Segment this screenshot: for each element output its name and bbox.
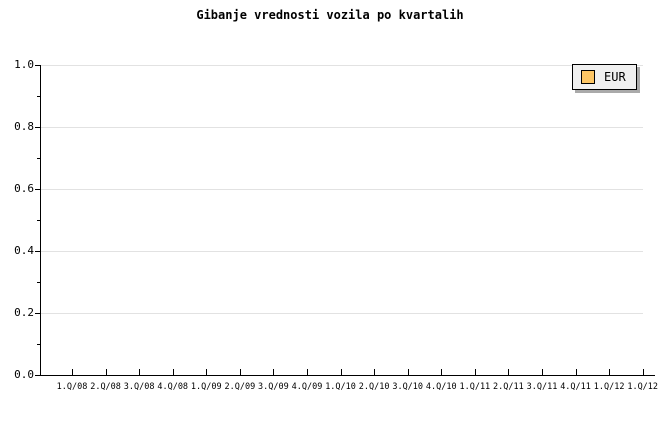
y-major-tick (35, 127, 40, 128)
x-axis-label: 1.Q/08 (56, 382, 88, 392)
y-axis-label: 0.8 (14, 120, 34, 133)
x-axis-label: 4.Q/10 (425, 382, 457, 392)
chart-title: Gibanje vrednosti vozila po kvartalih (196, 8, 464, 22)
gridline (41, 189, 643, 190)
x-axis-tick (474, 369, 476, 375)
x-axis-label: 2.Q/09 (224, 382, 256, 392)
x-axis-tick (139, 369, 141, 375)
y-axis-label: 1.0 (14, 58, 34, 71)
x-axis-tick (642, 369, 644, 375)
legend-label-eur: EUR (604, 69, 626, 84)
x-axis-label: 1.Q/12 (627, 382, 659, 392)
x-axis-label: 4.Q/08 (157, 382, 189, 392)
plot-area (35, 65, 655, 376)
y-axis-label: 0.2 (14, 306, 34, 319)
x-axis-line (40, 375, 655, 376)
y-axis-label: 0.6 (14, 182, 34, 195)
x-axis-tick (541, 369, 543, 375)
x-axis-tick (105, 369, 107, 375)
x-axis-label: 3.Q/08 (123, 382, 155, 392)
x-axis-labels: 1.Q/08 2.Q/08 3.Q/08 4.Q/08 1.Q/09 2.Q/09 3.Q/… (40, 381, 660, 393)
legend-swatch-eur-icon (581, 70, 595, 84)
x-axis-label: 1.Q/11 (459, 382, 491, 392)
x-axis-label: 2.Q/10 (358, 382, 390, 392)
x-axis-tick (306, 369, 308, 375)
x-axis-tick (508, 369, 510, 375)
x-axis-tick (72, 369, 73, 375)
x-axis-tick (609, 369, 611, 375)
gridline (41, 313, 643, 314)
x-axis-tick (273, 369, 275, 375)
gridline (41, 251, 643, 252)
x-axis-tick (340, 369, 342, 375)
y-axis-line (40, 65, 41, 376)
gridline (41, 127, 643, 128)
x-axis-label: 4.Q/09 (291, 382, 323, 392)
y-major-tick (35, 375, 40, 376)
y-minor-tick (37, 220, 40, 221)
y-minor-tick (37, 158, 40, 159)
y-axis-label: 0.0 (14, 368, 34, 381)
y-minor-tick (37, 344, 40, 345)
x-axis-tick (374, 369, 376, 375)
x-axis-label: 2.Q/11 (493, 382, 524, 392)
x-axis-label: 4.Q/11 (560, 382, 591, 392)
y-major-tick (35, 189, 40, 190)
x-axis-tick (206, 369, 208, 375)
x-axis-tick (575, 369, 577, 375)
x-axis-label: 1.Q/09 (190, 382, 222, 392)
y-axis-label: 0.4 (14, 244, 34, 257)
x-axis-label: 3.Q/11 (526, 382, 558, 392)
y-major-tick (35, 251, 40, 252)
x-axis-tick (441, 369, 443, 375)
x-axis-tick (172, 369, 174, 375)
gridline (41, 65, 643, 66)
x-axis-label: 1.Q/10 (325, 382, 356, 392)
y-major-tick (35, 65, 40, 66)
x-axis-tick (407, 369, 409, 375)
legend-box: EUR (572, 64, 637, 90)
y-minor-tick (37, 96, 40, 97)
y-minor-tick (37, 282, 40, 283)
x-axis-label: 1.Q/12 (593, 382, 625, 392)
x-axis-label: 3.Q/09 (258, 382, 289, 392)
x-axis-label: 2.Q/08 (90, 382, 121, 392)
x-axis-label: 3.Q/10 (392, 382, 424, 392)
y-major-tick (35, 313, 40, 314)
x-axis-tick (239, 369, 241, 375)
